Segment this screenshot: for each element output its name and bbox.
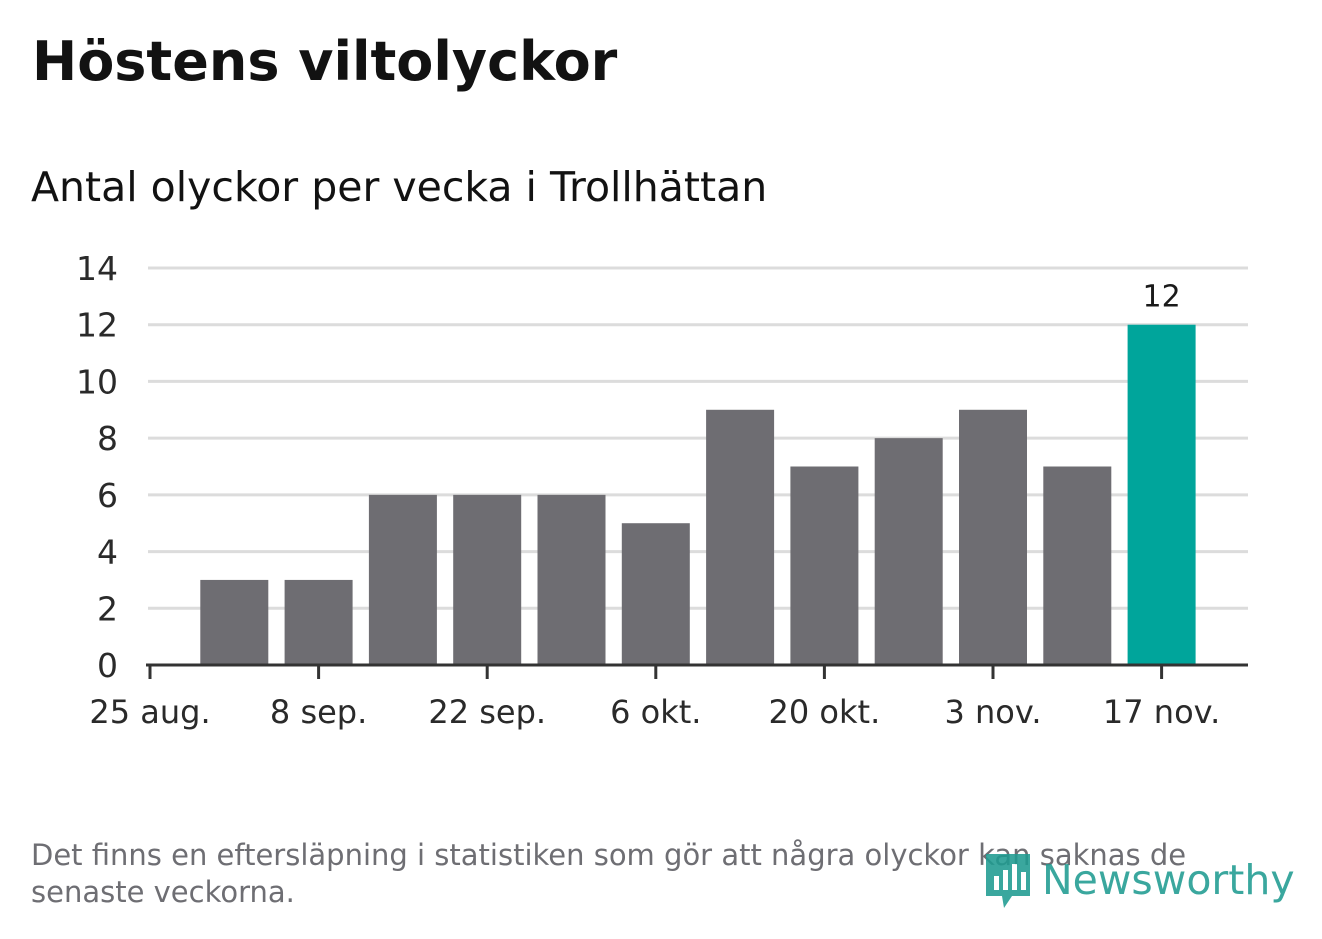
y-tick-label: 8 [97,419,118,458]
bar [874,438,943,665]
y-tick-label: 6 [97,476,118,515]
newsworthy-logo-icon [986,854,1030,908]
x-tick-label: 22 sep. [428,693,546,731]
x-tick-label: 25 aug. [89,693,210,731]
bar [959,409,1027,665]
bar [1127,324,1196,665]
y-tick-label: 0 [97,646,118,685]
newsworthy-logo: Newsworthy [982,850,1295,910]
data-label: 12 [1143,280,1181,315]
x-tick-label: 6 okt. [610,693,701,731]
data-labels: 12 [1143,280,1181,315]
logo-text: Newsworthy [1042,856,1295,904]
y-tick-label: 14 [76,249,118,288]
bar [706,409,775,665]
y-tick-label: 10 [76,362,118,401]
bar [790,466,859,665]
x-tick-label: 3 nov. [944,693,1041,731]
y-axis-labels: 0 2 4 6 8 10 12 14 [76,249,118,685]
x-tick-label: 8 sep. [270,693,367,731]
x-tick-label: 20 okt. [769,693,881,731]
bar [200,579,269,665]
x-tick-label: 17 nov. [1103,693,1220,731]
bar-chart: 0 2 4 6 8 10 12 14 12 25 aug. 8 sep. 22 sep. 6 okt… [76,249,1248,731]
y-tick-label: 4 [97,533,118,572]
chart-title: Höstens viltolyckor [32,30,618,93]
bar [368,494,437,665]
bar [537,494,606,665]
bar [284,579,353,665]
x-axis: 25 aug. 8 sep. 22 sep. 6 okt. 20 okt. 3 nov. 1… [89,663,1248,731]
bar [453,494,522,665]
bars [200,324,1196,665]
chart-subtitle: Antal olyckor per vecka i Trollhättan [31,163,768,211]
bar [1043,466,1112,665]
bar [621,523,690,665]
y-tick-label: 2 [97,589,118,628]
y-tick-label: 12 [76,306,118,345]
